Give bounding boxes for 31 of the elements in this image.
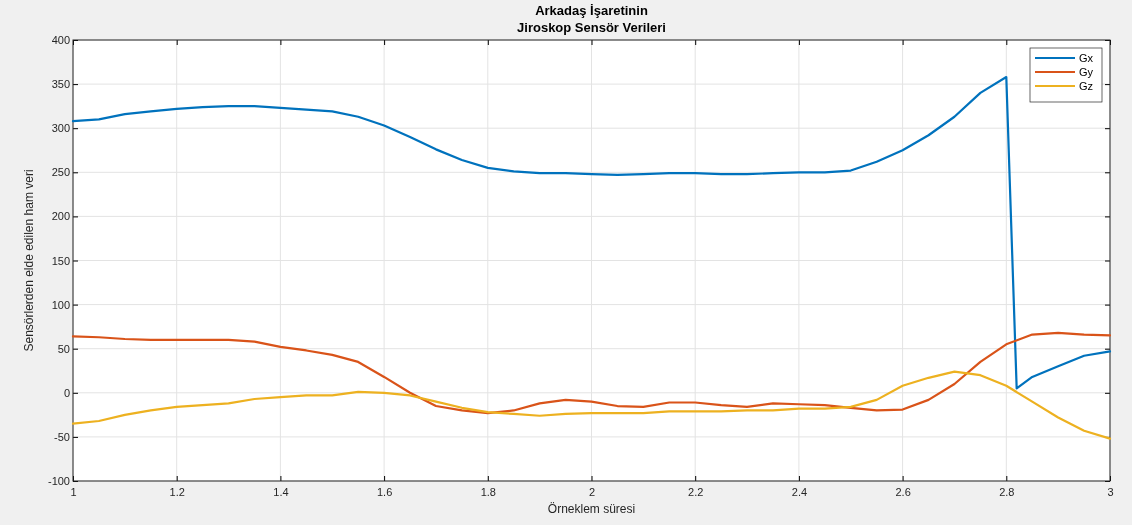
- x-axis-title: Örneklem süresi: [547, 502, 636, 516]
- x-tick-label: 2.8: [999, 486, 1015, 499]
- y-tick-label: 400: [51, 34, 70, 47]
- chart-subtitle: Jiroskop Sensör Verileri: [517, 20, 666, 35]
- y-tick-label: -100: [47, 475, 70, 488]
- y-tick-label: 300: [51, 122, 70, 135]
- x-tick-label: 1.6: [376, 486, 393, 499]
- line-series: [71, 370, 1112, 440]
- x-tick-label: 2.2: [688, 486, 704, 499]
- legend-label: Gx: [1079, 52, 1094, 64]
- x-tick-label: 1.8: [480, 486, 496, 499]
- y-tick-label: 50: [57, 342, 70, 355]
- chart-title: Arkadaş İşaretinin: [535, 3, 648, 18]
- legend-label: Gy: [1079, 66, 1094, 78]
- x-tick-label: 2.6: [895, 486, 911, 499]
- x-tick-label: 1.4: [273, 486, 289, 499]
- y-tick-label: 150: [51, 254, 70, 267]
- x-tick-label: 1.2: [169, 486, 185, 499]
- legend-label: Gz: [1079, 80, 1094, 92]
- y-axis-title: Sensörlerden elde edilen ham veri: [22, 169, 36, 352]
- x-tick-label: 2.4: [791, 486, 808, 499]
- line-series: [71, 331, 1112, 415]
- x-tick-label: 2: [588, 486, 596, 499]
- y-tick-label: -50: [54, 430, 70, 443]
- y-tick-label: 250: [51, 166, 70, 179]
- y-tick-label: 350: [51, 78, 70, 91]
- x-tick-label: 1: [70, 486, 77, 499]
- x-tick-label: 3: [1107, 486, 1114, 499]
- y-tick-label: 200: [51, 210, 70, 223]
- y-tick-label: 0: [63, 386, 70, 399]
- y-tick-label: 100: [51, 298, 70, 311]
